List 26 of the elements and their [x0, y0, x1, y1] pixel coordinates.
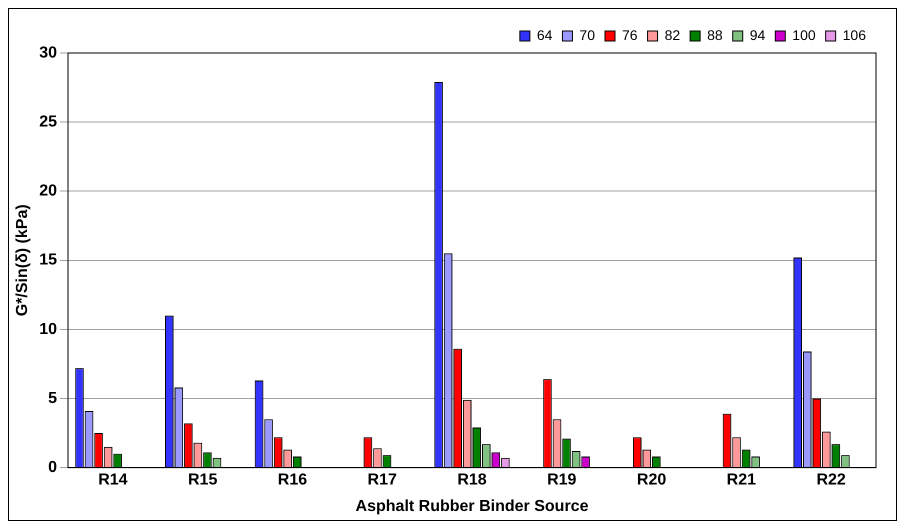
x-tick-label: R19 [547, 472, 577, 489]
x-tick-label: R15 [188, 472, 218, 489]
y-axis-title: G*/Sin(δ) (kPa) [14, 204, 32, 316]
y-tick-label: 20 [39, 182, 58, 200]
legend-label: 64 [536, 26, 553, 43]
y-tick-label: 10 [39, 320, 58, 338]
x-tick-label: R18 [457, 472, 487, 489]
y-tick-label: 0 [48, 459, 58, 476]
x-axis-title: Asphalt Rubber Binder Source [356, 498, 589, 515]
y-tick-label: 30 [39, 44, 58, 62]
legend-label: 76 [622, 26, 638, 43]
x-tick-label: R16 [278, 472, 308, 489]
y-tick-label: 25 [39, 114, 58, 131]
legend-label: 70 [579, 26, 596, 43]
x-tick-label: R22 [816, 472, 846, 489]
legend-label: 100 [792, 26, 816, 43]
legend-label: 82 [664, 26, 680, 43]
legend-label: 94 [750, 26, 766, 43]
x-tick-label: R14 [98, 472, 128, 489]
y-tick-label: 5 [48, 390, 58, 407]
x-tick-label: R20 [636, 472, 666, 489]
y-tick-label: 15 [39, 252, 58, 269]
x-tick-label: R17 [368, 472, 397, 489]
legend-label: 88 [707, 26, 723, 43]
x-tick-label: R21 [726, 472, 756, 489]
legend-label: 106 [842, 26, 866, 43]
